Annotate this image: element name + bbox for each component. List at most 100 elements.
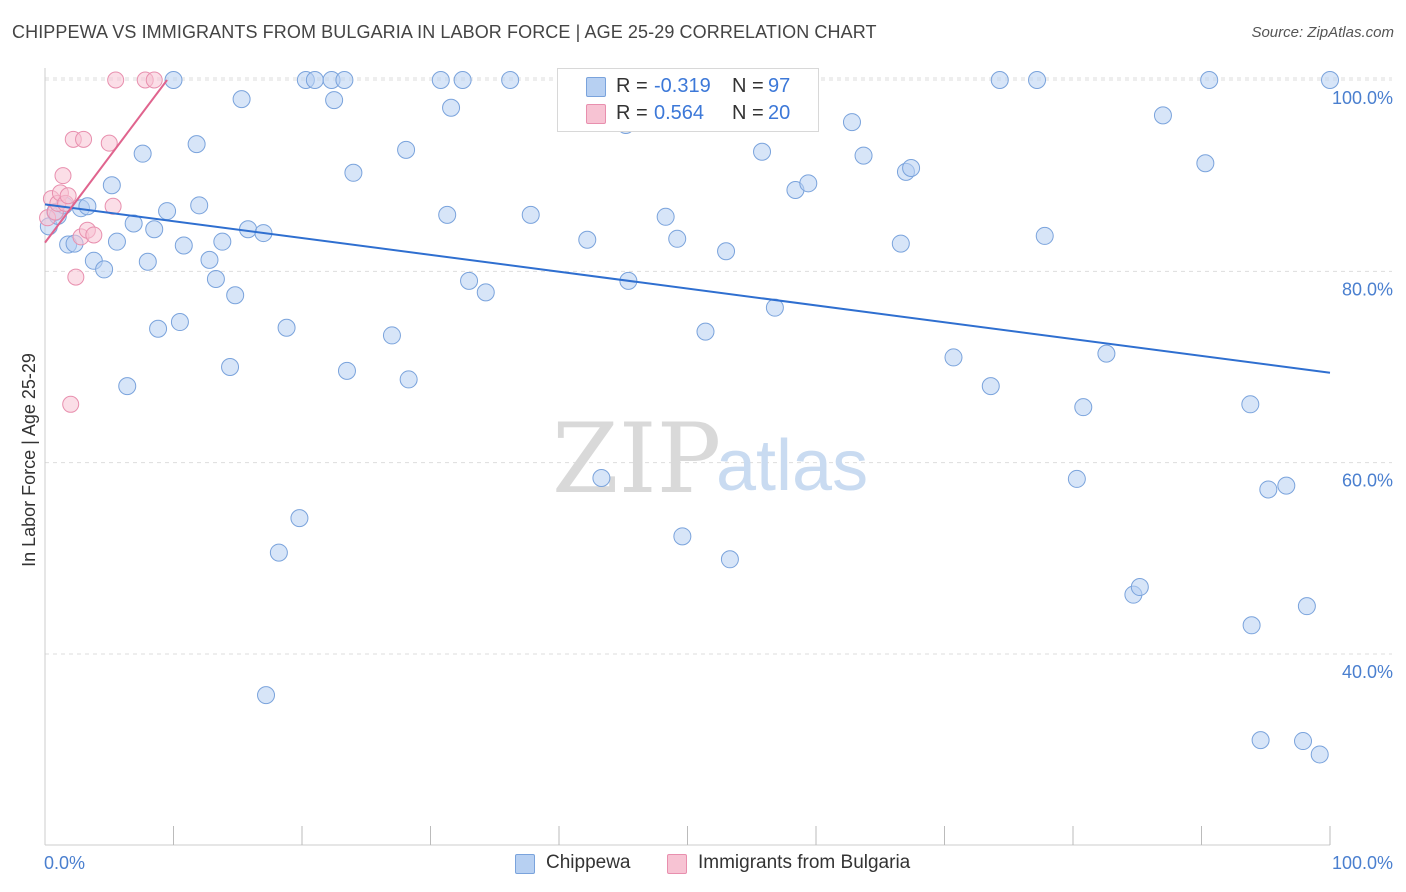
chippewa-point — [187, 135, 206, 154]
chippewa-point — [431, 71, 450, 89]
legend-label-bulgaria: Immigrants from Bulgaria — [698, 852, 911, 873]
chippewa-point — [438, 205, 457, 224]
chippewa-point — [170, 313, 189, 332]
chippewa-point — [305, 71, 324, 89]
legend-n-value: 97 — [768, 75, 791, 97]
chippewa-point — [476, 283, 495, 302]
chippewa-point — [902, 159, 921, 178]
chippewa-point — [1196, 154, 1215, 173]
grid-lines — [45, 77, 1392, 655]
x-tick-label: 100.0% — [1332, 853, 1393, 873]
chippewa-point — [1153, 106, 1172, 125]
chart-title: CHIPPEWA VS IMMIGRANTS FROM BULGARIA IN … — [12, 22, 877, 42]
chippewa-point — [501, 71, 520, 89]
chippewa-point — [399, 370, 418, 389]
chippewa-point — [696, 322, 715, 341]
chippewa-point — [717, 242, 736, 261]
chippewa-point — [1259, 480, 1278, 499]
bulgaria-point — [145, 71, 163, 89]
chippewa-point — [232, 90, 251, 109]
chippewa-point — [221, 358, 240, 376]
watermark: ZIP atlas — [552, 403, 868, 515]
chippewa-point — [118, 377, 137, 396]
chippewa-point — [753, 142, 772, 161]
chippewa-point — [1310, 745, 1329, 764]
legend-label-chippewa: Chippewa — [546, 852, 631, 873]
chippewa-point — [592, 468, 611, 487]
legend-r-label: R = — [616, 75, 648, 97]
chippewa-point — [213, 232, 232, 251]
series-legend: Chippewa Immigrants from Bulgaria — [0, 852, 1406, 878]
source-credit: Source: ZipAtlas.com — [1251, 24, 1394, 41]
chippewa-point — [382, 326, 401, 345]
x-tick-labels: 0.0% 100.0% — [44, 853, 1393, 873]
chippewa-point — [149, 319, 168, 338]
chippewa-point — [1294, 732, 1313, 751]
chippewa-point — [656, 207, 675, 226]
chippewa-point — [720, 550, 739, 569]
bulgaria-point — [75, 130, 93, 148]
bulgaria-point — [59, 187, 77, 205]
chippewa-point — [158, 202, 177, 221]
bulgaria-point — [85, 226, 103, 244]
chippewa-point — [981, 377, 1000, 396]
bulgaria-point — [100, 134, 118, 152]
chippewa-trend-line — [44, 203, 1331, 374]
correlation-legend: R = -0.319 N = 97 R = 0.564 N = 20 — [557, 68, 819, 132]
watermark-zip: ZIP — [552, 403, 721, 515]
chippewa-point — [1067, 469, 1086, 488]
chippewa-point — [442, 98, 461, 117]
chippewa-point — [799, 174, 818, 193]
chippewa-point — [460, 271, 479, 290]
bulgaria-point — [54, 167, 72, 185]
chippewa-point — [453, 71, 472, 89]
chippewa-point — [133, 144, 152, 163]
chippewa-point — [277, 318, 296, 337]
chippewa-point — [397, 140, 416, 159]
chippewa-point — [1242, 616, 1261, 635]
y-tick-label: 60.0% — [1342, 471, 1393, 491]
chippewa-point — [673, 527, 692, 546]
legend-swatch-blue — [515, 854, 535, 874]
chippewa-point — [1200, 71, 1219, 89]
bulgaria-trend-line — [44, 79, 168, 244]
trend-lines — [44, 79, 1331, 374]
legend-r-value: -0.319 — [654, 75, 711, 97]
chippewa-point — [1277, 476, 1296, 495]
chippewa-point — [174, 236, 193, 255]
chippewa-point — [337, 361, 356, 380]
legend-row-chippewa: R = -0.319 N = 97 — [558, 73, 818, 101]
chippewa-point — [344, 163, 363, 182]
y-axis-label: In Labor Force | Age 25-29 — [19, 353, 39, 567]
chippewa-point — [325, 91, 344, 110]
bulgaria-point — [67, 268, 85, 286]
chippewa-point — [102, 176, 121, 195]
legend-n-value: 20 — [768, 102, 791, 124]
chippewa-point — [164, 71, 183, 89]
legend-n-label: N = — [732, 75, 764, 97]
legend-r-value: 0.564 — [654, 102, 705, 124]
chippewa-point — [107, 232, 126, 251]
y-tick-label: 40.0% — [1342, 662, 1393, 682]
series-chippewa — [39, 71, 1339, 764]
chippewa-point — [1251, 731, 1270, 750]
chippewa-point — [1028, 71, 1047, 89]
chippewa-point — [1297, 597, 1316, 616]
chippewa-point — [1241, 395, 1260, 414]
chippewa-point — [269, 543, 288, 562]
chippewa-point — [891, 234, 910, 253]
chippewa-point — [138, 252, 157, 271]
y-tick-label: 80.0% — [1342, 279, 1393, 299]
legend-swatch-pink — [586, 104, 606, 124]
chippewa-point — [95, 260, 114, 279]
chippewa-point — [1035, 226, 1054, 245]
series-bulgaria — [39, 71, 163, 413]
chippewa-point — [190, 196, 209, 215]
y-tick-labels: 40.0% 60.0% 80.0% 100.0% — [1332, 88, 1393, 682]
legend-swatch-pink — [667, 854, 687, 874]
chippewa-point — [290, 509, 309, 528]
chippewa-point — [78, 197, 97, 216]
chippewa-point — [206, 269, 225, 288]
chippewa-point — [1097, 344, 1116, 363]
